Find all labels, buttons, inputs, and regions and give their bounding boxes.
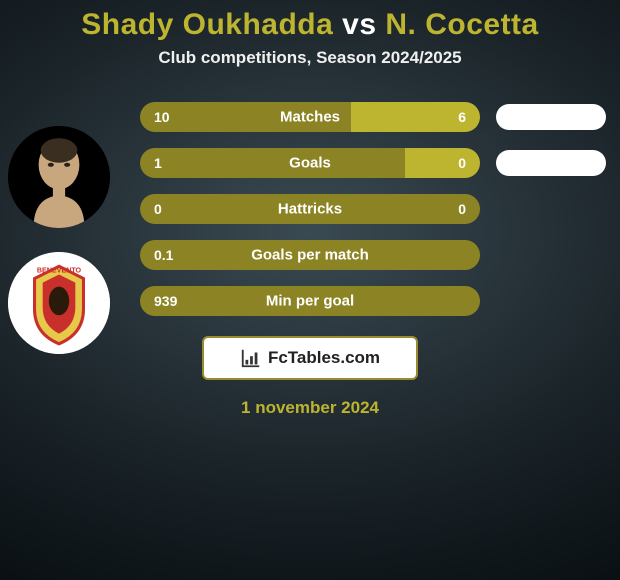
stat-name: Hattricks [278,201,342,218]
stat-name: Matches [280,109,340,126]
stat-value-left: 0 [154,201,162,217]
stat-name: Min per goal [266,293,354,310]
date-label: 1 november 2024 [0,398,620,418]
chart-icon [240,347,262,369]
stat-row: 0.1 Goals per match [140,238,620,272]
stat-row: 1 0 Goals [140,146,620,180]
footer-badge[interactable]: FcTables.com [202,336,418,380]
content-wrapper: Shady Oukhadda vs N. Cocetta Club compet… [0,0,620,580]
stat-value-right: 0 [458,155,466,171]
stat-value-left: 10 [154,109,170,125]
player2-badge: BENEVENTO [8,252,110,354]
bar-container: 0.1 Goals per match [140,240,480,270]
stat-name: Goals per match [251,247,369,264]
bar-container: 0 0 Hattricks [140,194,480,224]
title-player1: Shady Oukhadda [81,8,333,41]
bar-left-segment [140,148,405,178]
bar-container: 1 0 Goals [140,148,480,178]
stat-pill [496,150,606,176]
stat-value-right: 6 [458,109,466,125]
stat-value-right: 0 [458,201,466,217]
bar-container: 10 6 Matches [140,102,480,132]
title-vs: vs [342,8,376,41]
page-title: Shady Oukhadda vs N. Cocetta [0,8,620,42]
player2-badge-image: BENEVENTO [8,252,110,354]
player1-avatar [8,126,110,228]
player1-avatar-image [8,126,110,228]
title-player2: N. Cocetta [385,8,538,41]
bar-right-segment [405,148,480,178]
stat-value-left: 0.1 [154,247,173,263]
stat-value-left: 1 [154,155,162,171]
bar-container: 939 Min per goal [140,286,480,316]
stat-value-left: 939 [154,293,177,309]
footer-text: FcTables.com [268,348,380,368]
stat-row: 939 Min per goal [140,284,620,318]
stat-row: 0 0 Hattricks [140,192,620,226]
stat-row: 10 6 Matches [140,100,620,134]
svg-text:BENEVENTO: BENEVENTO [37,266,82,274]
stat-pill [496,104,606,130]
subtitle: Club competitions, Season 2024/2025 [0,48,620,68]
stat-name: Goals [289,155,331,172]
